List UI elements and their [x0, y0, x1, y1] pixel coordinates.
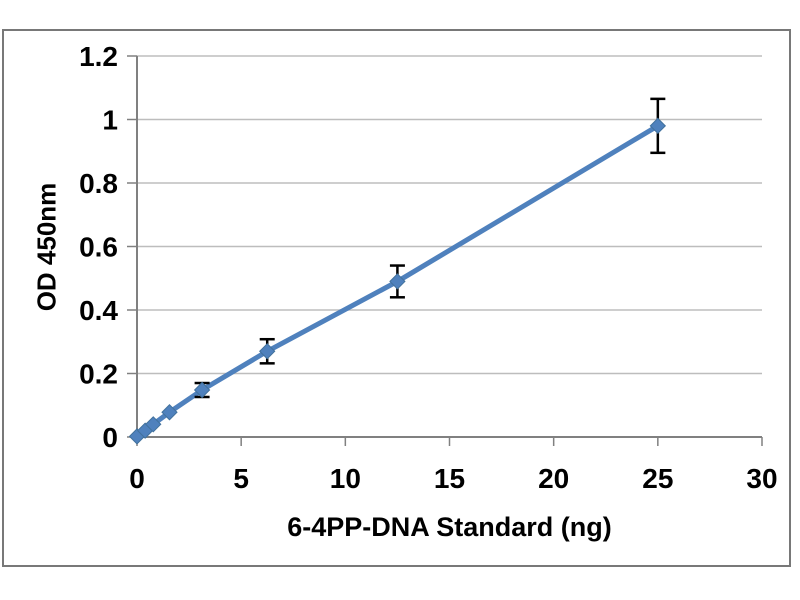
- x-tick-label: 10: [330, 463, 361, 494]
- y-axis-title: OD 450nm: [31, 182, 62, 312]
- y-tick-label: 0: [102, 422, 118, 453]
- x-axis-title: 6-4PP-DNA Standard (ng): [287, 512, 612, 542]
- y-tick-label: 0.6: [79, 232, 118, 263]
- y-tick-label: 1: [102, 105, 118, 136]
- data-point-marker: [161, 404, 178, 421]
- x-tick-label: 20: [538, 463, 569, 494]
- y-tick-label: 0.8: [79, 168, 118, 199]
- x-tick-label: 15: [434, 463, 465, 494]
- y-tick-label: 0.4: [79, 295, 118, 326]
- data-point-marker: [145, 416, 162, 433]
- y-tick-label: 0.2: [79, 359, 118, 390]
- x-tick-label: 25: [642, 463, 673, 494]
- data-point-marker: [389, 273, 406, 290]
- x-tick-label: 30: [746, 463, 777, 494]
- data-point-marker: [193, 381, 211, 399]
- y-tick-label: 1.2: [79, 41, 118, 72]
- x-tick-label: 5: [233, 463, 249, 494]
- data-point-marker: [259, 343, 276, 360]
- data-point-marker: [649, 117, 667, 135]
- x-tick-label: 0: [129, 463, 145, 494]
